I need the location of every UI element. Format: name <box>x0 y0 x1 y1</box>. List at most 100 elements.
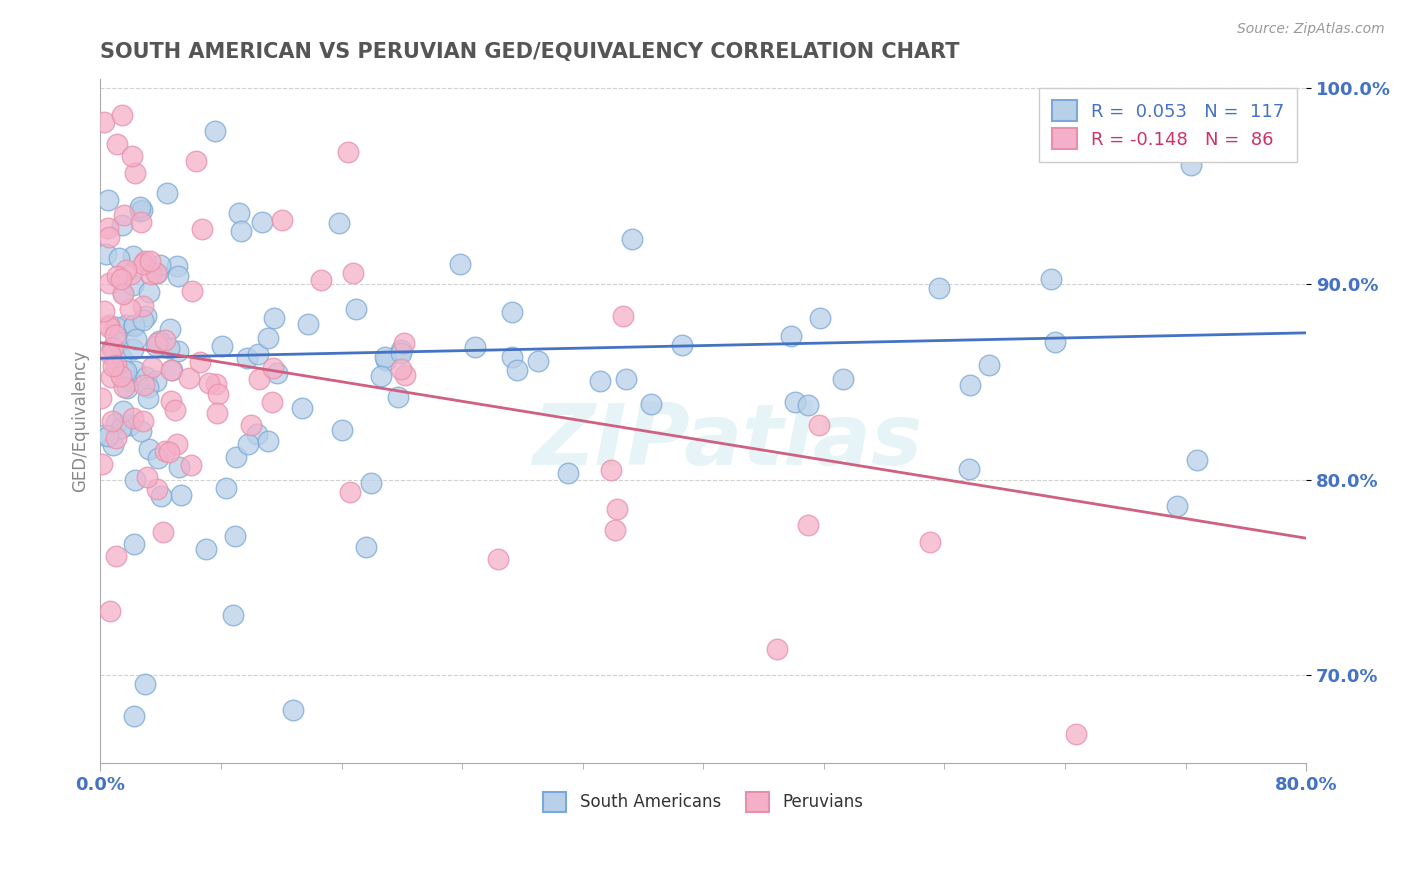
Point <box>177 371 200 385</box>
Point <box>111 218 134 232</box>
Point <box>236 437 259 451</box>
Point <box>122 278 145 293</box>
Point <box>134 253 156 268</box>
Point <box>205 377 228 392</box>
Point <box>159 394 181 409</box>
Point <box>246 347 269 361</box>
Point <box>328 215 350 229</box>
Point <box>129 200 152 214</box>
Point <box>918 534 941 549</box>
Point <box>354 540 377 554</box>
Point <box>297 317 319 331</box>
Point <box>342 266 364 280</box>
Point <box>110 272 132 286</box>
Point <box>1040 272 1063 286</box>
Point <box>170 488 193 502</box>
Point <box>486 552 509 566</box>
Point <box>112 208 135 222</box>
Point <box>204 124 226 138</box>
Point <box>141 267 163 281</box>
Point <box>97 276 120 290</box>
Point <box>159 363 181 377</box>
Point <box>1166 500 1188 514</box>
Point <box>120 417 142 432</box>
Point <box>96 247 118 261</box>
Point <box>101 414 124 428</box>
Point <box>111 285 134 300</box>
Point <box>159 322 181 336</box>
Point <box>108 251 131 265</box>
Point <box>90 391 112 405</box>
Point <box>136 380 159 394</box>
Point <box>263 311 285 326</box>
Point <box>599 463 621 477</box>
Point <box>309 272 332 286</box>
Point <box>181 284 204 298</box>
Point <box>780 328 803 343</box>
Point <box>150 489 173 503</box>
Point <box>464 340 486 354</box>
Point <box>104 549 127 564</box>
Point <box>389 343 412 357</box>
Point <box>152 524 174 539</box>
Point <box>105 268 128 283</box>
Point <box>145 339 167 353</box>
Point <box>166 343 188 358</box>
Point <box>110 369 132 384</box>
Point <box>145 374 167 388</box>
Point <box>198 376 221 391</box>
Point <box>236 351 259 365</box>
Point <box>370 369 392 384</box>
Point <box>141 359 163 374</box>
Point <box>156 186 179 201</box>
Point <box>224 529 246 543</box>
Point <box>110 420 132 434</box>
Point <box>247 372 270 386</box>
Point <box>501 351 523 365</box>
Point <box>191 221 214 235</box>
Point <box>1043 335 1066 350</box>
Point <box>785 394 807 409</box>
Point <box>105 432 128 446</box>
Point <box>98 347 121 361</box>
Point <box>807 418 830 433</box>
Point <box>129 215 152 229</box>
Point <box>100 370 122 384</box>
Point <box>387 390 409 404</box>
Point <box>506 363 529 377</box>
Point <box>194 541 217 556</box>
Point <box>145 266 167 280</box>
Point <box>262 361 284 376</box>
Point <box>207 387 229 401</box>
Point <box>122 537 145 551</box>
Point <box>97 193 120 207</box>
Point <box>257 331 280 345</box>
Point <box>101 341 124 355</box>
Point <box>98 604 121 618</box>
Point <box>1180 158 1202 172</box>
Point <box>603 523 626 537</box>
Point <box>165 403 187 417</box>
Point <box>93 428 115 442</box>
Point <box>138 285 160 299</box>
Point <box>180 458 202 472</box>
Point <box>225 450 247 464</box>
Point <box>246 427 269 442</box>
Point <box>374 351 396 365</box>
Point <box>614 372 637 386</box>
Text: SOUTH AMERICAN VS PERUVIAN GED/EQUIVALENCY CORRELATION CHART: SOUTH AMERICAN VS PERUVIAN GED/EQUIVALEN… <box>100 42 960 62</box>
Point <box>1185 453 1208 467</box>
Point <box>589 374 612 388</box>
Point <box>121 249 143 263</box>
Point <box>118 301 141 316</box>
Point <box>250 215 273 229</box>
Point <box>146 450 169 465</box>
Point <box>262 394 284 409</box>
Point <box>977 358 1000 372</box>
Point <box>98 230 121 244</box>
Point <box>184 153 207 168</box>
Point <box>229 224 252 238</box>
Point <box>211 339 233 353</box>
Point <box>98 318 121 332</box>
Point <box>153 444 176 458</box>
